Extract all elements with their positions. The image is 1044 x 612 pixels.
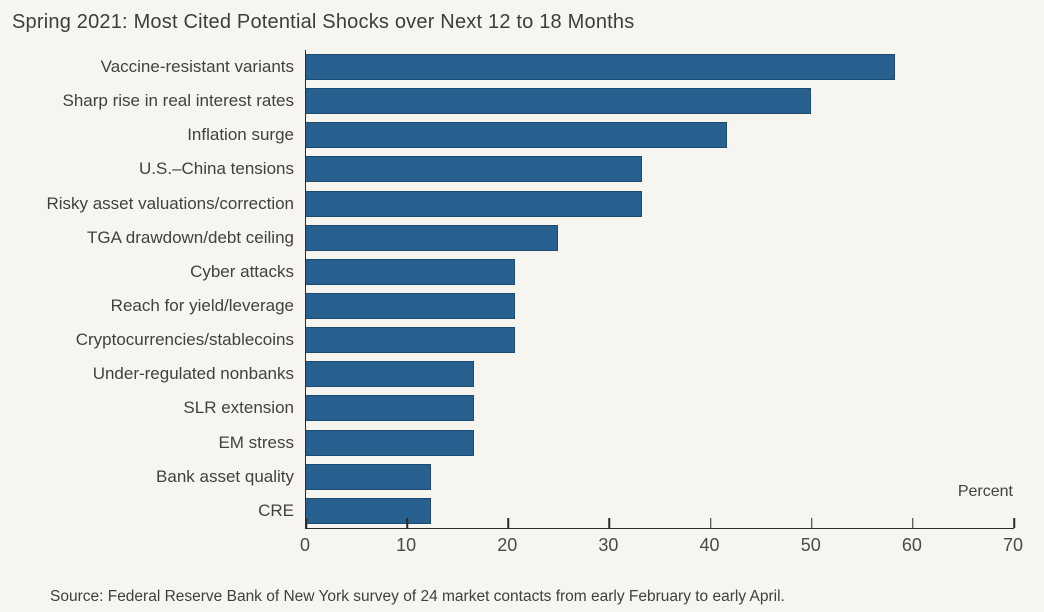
x-axis-tick-label: 30	[598, 535, 619, 555]
category-label: Inflation surge	[187, 125, 294, 145]
bar	[305, 429, 474, 456]
chart-row: Reach for yield/leverage	[0, 289, 1013, 323]
bar	[305, 122, 727, 149]
x-axis-tick-label: 50	[800, 535, 821, 555]
bar-cell	[305, 187, 1013, 221]
bar-cell	[305, 426, 1013, 460]
bar-cell	[305, 221, 1013, 255]
bar	[305, 463, 432, 490]
bar-cell	[305, 118, 1013, 152]
chart-row: Cyber attacks	[0, 255, 1013, 289]
x-axis-tick-label: 10	[396, 535, 417, 555]
bar-cell	[305, 357, 1013, 391]
category-label: Bank asset quality	[156, 466, 294, 486]
chart-row: Bank asset quality	[0, 460, 1013, 494]
chart-row: Risky asset valuations/correction	[0, 187, 1013, 221]
category-label: EM stress	[218, 432, 294, 452]
bar	[305, 361, 474, 388]
bar-cell	[305, 289, 1013, 323]
chart-row: Under-regulated nonbanks	[0, 357, 1013, 391]
chart-row: EM stress	[0, 426, 1013, 460]
bar-cell	[305, 494, 1013, 528]
x-axis-tick	[1013, 518, 1015, 528]
x-axis-tick-labels: 0 10 20 30 40 50 60 70	[300, 535, 1023, 559]
axis-unit-label: Percent	[957, 483, 1013, 500]
chart-row: Cryptocurrencies/stablecoins	[0, 323, 1013, 357]
bar	[305, 258, 516, 285]
chart-title: Spring 2021: Most Cited Potential Shocks…	[12, 11, 635, 33]
x-axis-tick-label: 40	[699, 535, 720, 555]
category-label: CRE	[258, 500, 294, 520]
chart-row: Vaccine-resistant variants	[0, 50, 1013, 84]
bar	[305, 190, 642, 217]
x-axis-tick-label: 20	[497, 535, 518, 555]
bar-cell	[305, 460, 1013, 494]
bar-cell	[305, 84, 1013, 118]
category-label: Reach for yield/leverage	[110, 296, 294, 316]
bar	[305, 293, 516, 320]
category-label: TGA drawdown/debt ceiling	[87, 227, 294, 247]
category-label: Risky asset valuations/correction	[46, 193, 294, 213]
category-label: Cyber attacks	[190, 261, 294, 281]
category-label: SLR extension	[183, 398, 294, 418]
bar	[305, 88, 811, 115]
bar	[305, 327, 516, 354]
category-label: U.S.–China tensions	[139, 159, 294, 179]
bar-cell	[305, 323, 1013, 357]
chart-row: CRE	[0, 494, 1013, 528]
x-axis-tick-label: 70	[1002, 535, 1024, 555]
category-label: Sharp rise in real interest rates	[62, 91, 295, 111]
bar	[305, 156, 642, 183]
bar-cell	[305, 391, 1013, 425]
chart-row: SLR extension	[0, 391, 1013, 425]
chart-row: Inflation surge	[0, 118, 1013, 152]
bar	[305, 54, 895, 81]
bar-rows: Vaccine-resistant variants Sharp rise in …	[0, 50, 1013, 528]
x-axis-tick-label: 0	[299, 535, 311, 555]
bar-cell	[305, 152, 1013, 186]
chart-row: U.S.–China tensions	[0, 152, 1013, 186]
category-label: Under-regulated nonbanks	[92, 364, 294, 384]
chart-row: Sharp rise in real interest rates	[0, 84, 1013, 118]
source-note: Source: Federal Reserve Bank of New York…	[50, 588, 785, 605]
bar	[305, 395, 474, 422]
category-label: Cryptocurrencies/stablecoins	[75, 330, 294, 350]
x-axis-tick-label: 60	[901, 535, 922, 555]
bar-cell	[305, 50, 1013, 84]
chart-row: TGA drawdown/debt ceiling	[0, 221, 1013, 255]
bar	[305, 224, 558, 251]
bar-cell	[305, 255, 1013, 289]
bar	[305, 497, 432, 524]
category-label: Vaccine-resistant variants	[100, 57, 294, 77]
